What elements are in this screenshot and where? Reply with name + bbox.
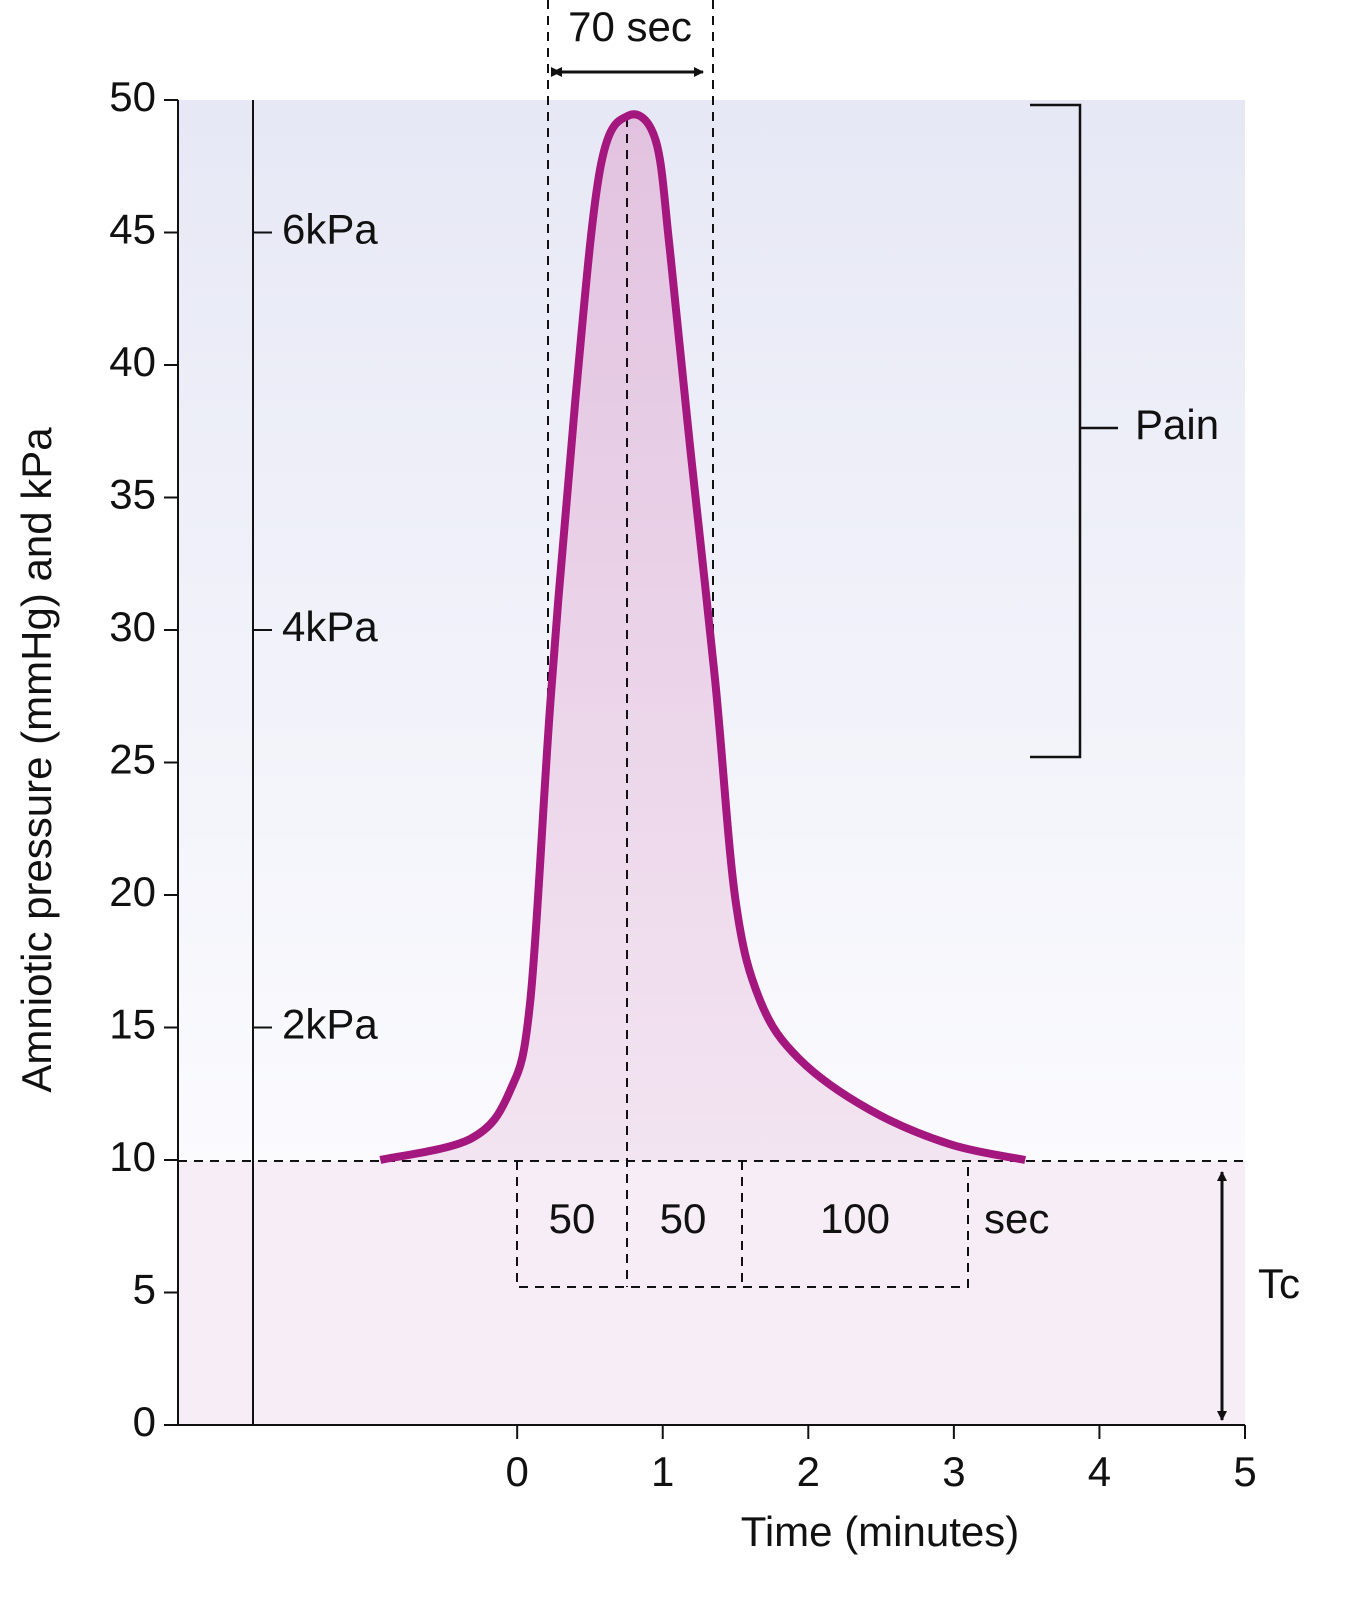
phase-label: 50 [660, 1195, 707, 1242]
phase-box [516, 1161, 969, 1288]
contraction-line [379, 110, 1027, 1164]
y-tick-label: 45 [109, 206, 156, 253]
y-tick-label: 5 [133, 1266, 156, 1313]
phase-label: 50 [549, 1195, 596, 1242]
pain-label: Pain [1135, 401, 1219, 448]
y-tick-label: 15 [109, 1001, 156, 1048]
duration-label: 70 sec [568, 3, 692, 50]
x-tick-label: 5 [1233, 1448, 1256, 1495]
tone-label: Tc [1258, 1260, 1300, 1307]
y-tick-label: 10 [109, 1133, 156, 1180]
y-tick-label: 50 [109, 73, 156, 120]
y-tick-label: 40 [109, 338, 156, 385]
kpa-tick-label: 2kPa [282, 1001, 378, 1048]
y-tick-label: 0 [133, 1398, 156, 1445]
phase-label: 100 [820, 1195, 890, 1242]
y-axis-label: Amniotic pressure (mmHg) and kPa [13, 427, 60, 1093]
x-tick-label: 0 [505, 1448, 528, 1495]
tone-band [178, 1161, 1245, 1425]
y-tick-label: 25 [109, 736, 156, 783]
x-tick-label: 1 [651, 1448, 674, 1495]
x-tick-label: 4 [1088, 1448, 1111, 1495]
y-tick-label: 35 [109, 471, 156, 518]
y-tick-label: 20 [109, 868, 156, 915]
x-tick-label: 3 [942, 1448, 965, 1495]
phase-unit: sec [984, 1195, 1049, 1242]
x-tick-label: 2 [797, 1448, 820, 1495]
pain-bracket [1030, 103, 1118, 759]
kpa-tick-label: 4kPa [282, 603, 378, 650]
x-axis-label: Time (minutes) [741, 1508, 1019, 1555]
kpa-tick-label: 6kPa [282, 206, 378, 253]
y-tick-label: 30 [109, 603, 156, 650]
